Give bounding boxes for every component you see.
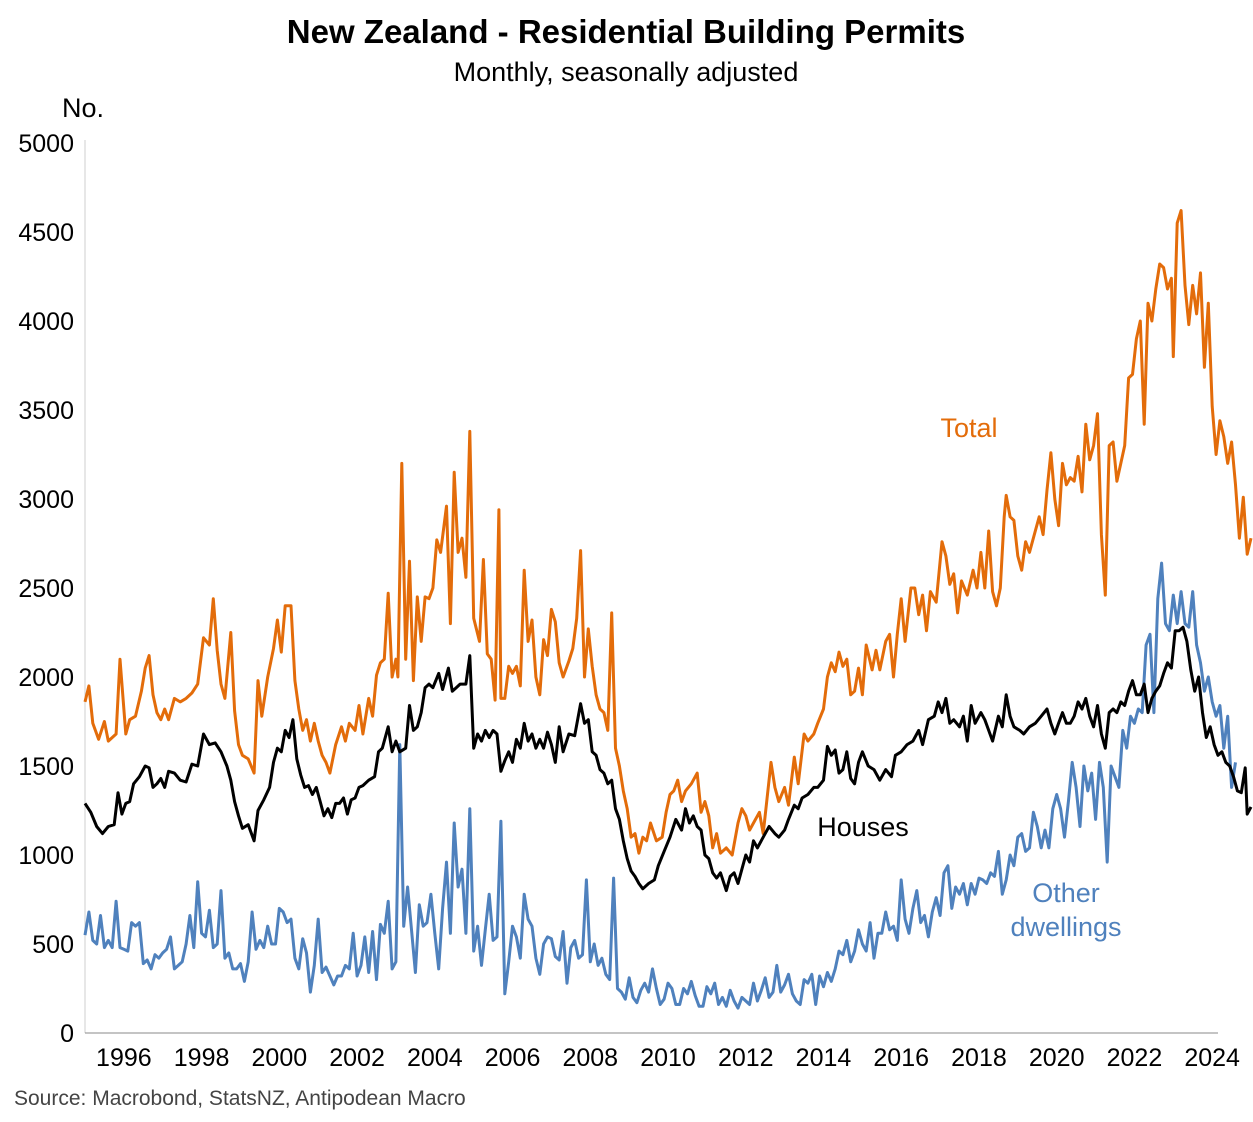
y-tick-label: 0 <box>60 1020 74 1048</box>
y-tick-label: 2500 <box>18 575 74 603</box>
series-label: Other <box>1032 878 1100 908</box>
x-tick-label: 2016 <box>873 1044 929 1072</box>
x-tick-label: 1998 <box>174 1044 230 1072</box>
series-labels: Total Houses Other dwellings <box>817 413 1121 942</box>
source-note: Source: Macrobond, StatsNZ, Antipodean M… <box>14 1087 466 1110</box>
y-tick-label: 4500 <box>18 219 74 247</box>
x-tick-label: 2000 <box>252 1044 308 1072</box>
y-tick-label: 3500 <box>18 397 74 425</box>
series-line-houses <box>83 625 1253 893</box>
chart-subtitle: Monthly, seasonally adjusted <box>454 57 799 87</box>
x-tick-label: 1996 <box>96 1044 152 1072</box>
y-tick-label: 1000 <box>18 842 74 870</box>
series-label: dwellings <box>1010 912 1121 942</box>
x-tick-label: 2002 <box>329 1044 385 1072</box>
series-lines <box>83 209 1253 1010</box>
y-tick-label: 3000 <box>18 486 74 514</box>
x-tick-label: 2020 <box>1029 1044 1085 1072</box>
y-tick-label: 5000 <box>18 130 74 158</box>
x-tick-label: 2008 <box>562 1044 618 1072</box>
series-line-other-dwellings <box>83 561 1237 1010</box>
x-tick-labels: 1996 1998 2000 2002 2004 2006 2008 2010 2012 2014… <box>96 1044 1240 1072</box>
y-tick-label: 500 <box>32 931 74 959</box>
x-tick-label: 2014 <box>796 1044 852 1072</box>
y-tick-labels: 0 500 1000 1500 2000 2500 3000 3500 4000 4500 5000 <box>18 130 74 1048</box>
y-tick-label: 1500 <box>18 753 74 781</box>
series-line-total <box>83 209 1253 857</box>
y-tick-label: 2000 <box>18 664 74 692</box>
x-tick-label: 2024 <box>1184 1044 1240 1072</box>
series-label: Houses <box>817 812 909 842</box>
chart-title: New Zealand - Residential Building Permi… <box>287 13 965 50</box>
x-tick-label: 2022 <box>1107 1044 1163 1072</box>
y-tick-label: 4000 <box>18 308 74 336</box>
x-tick-label: 2004 <box>407 1044 463 1072</box>
x-tick-label: 2010 <box>640 1044 696 1072</box>
x-tick-label: 2006 <box>485 1044 541 1072</box>
y-axis-unit-label: No. <box>62 93 104 123</box>
series-label: Total <box>940 413 997 443</box>
x-tick-label: 2012 <box>718 1044 774 1072</box>
x-tick-label: 2018 <box>951 1044 1007 1072</box>
